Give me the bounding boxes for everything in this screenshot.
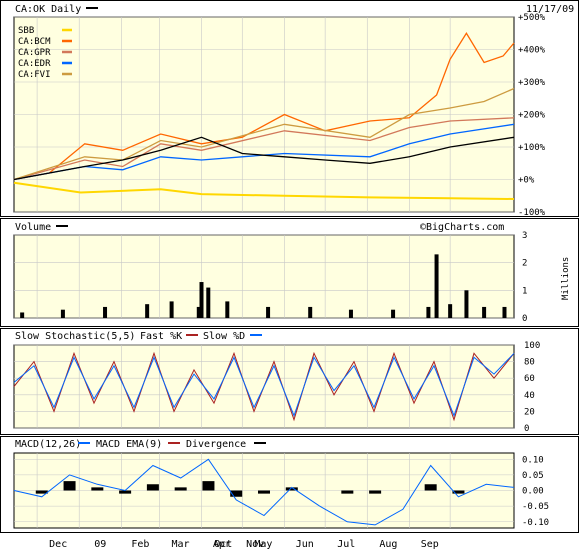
volume-bar: [20, 312, 24, 318]
legend-label: MACD EMA(9): [96, 439, 162, 450]
y-tick-label: +300%: [518, 78, 546, 88]
macd-title: MACD(12,26): [15, 439, 81, 450]
x-tick-label: Jun: [296, 539, 314, 550]
y-tick-label: 1: [522, 286, 527, 296]
y-tick-label: +0%: [518, 176, 535, 186]
divergence-bar: [341, 491, 353, 494]
x-tick-label: Oct: [214, 539, 232, 550]
volume-bar: [426, 307, 430, 318]
volume-bar: [206, 288, 210, 318]
y-tick-label: 2: [522, 259, 527, 269]
panel-plot-area: [14, 235, 514, 318]
y-tick-label: 0.00: [522, 487, 544, 497]
y-tick-label: 20: [524, 407, 535, 417]
y-tick-label: +400%: [518, 46, 546, 56]
y-tick-label: 100: [524, 341, 540, 351]
y-tick-label: 60: [524, 374, 535, 384]
x-tick-label: Mar: [171, 539, 189, 550]
y-tick-label: 0: [524, 424, 529, 434]
divergence-bar: [425, 484, 437, 490]
x-tick-label: 09: [94, 539, 106, 550]
divergence-bar: [258, 491, 270, 494]
divergence-bar: [147, 484, 159, 490]
volume-bar: [145, 304, 149, 318]
y-tick-label: 0.10: [522, 455, 544, 465]
volume-bar: [448, 304, 452, 318]
legend-label: SBB: [18, 26, 34, 36]
volume-bar: [61, 310, 65, 318]
y-tick-label: -0.05: [522, 502, 549, 512]
volume-bar: [200, 282, 204, 318]
volume-bar: [482, 307, 486, 318]
y-tick-label: 0.05: [522, 471, 544, 481]
divergence-bar: [175, 487, 187, 490]
legend-label: Divergence: [186, 439, 246, 450]
legend-label: CA:GPR: [18, 48, 51, 58]
volume-bar: [225, 301, 229, 318]
volume-bar: [502, 307, 506, 318]
y-tick-label: -100%: [518, 208, 546, 218]
divergence-bar: [64, 481, 76, 490]
chart-title: CA:OK Daily: [15, 4, 81, 15]
y-tick-label: 0: [522, 314, 527, 324]
y-tick-label: 3: [522, 231, 527, 241]
legend-label: CA:FVI: [18, 70, 51, 80]
volume-bar: [266, 307, 270, 318]
divergence-bar: [91, 487, 103, 490]
x-tick-label: Sep: [421, 539, 439, 550]
stochastic-title: Slow Stochastic(5,5): [15, 331, 135, 342]
divergence-bar: [369, 491, 381, 494]
x-tick-label: Feb: [131, 539, 149, 550]
y-tick-label: 80: [524, 358, 535, 368]
volume-axis-label: Millions: [561, 257, 571, 300]
volume-bar: [170, 301, 174, 318]
legend-label: CA:BCM: [18, 37, 51, 47]
y-tick-label: +100%: [518, 143, 546, 153]
x-tick-label: Jul: [337, 539, 355, 550]
y-tick-label: -0.10: [522, 518, 549, 528]
x-tick-label: Dec: [49, 539, 67, 550]
y-tick-label: 40: [524, 391, 535, 401]
volume-bar: [103, 307, 107, 318]
y-tick-label: +200%: [518, 111, 546, 121]
legend-label: Slow %D: [203, 331, 245, 342]
volume-bar: [308, 307, 312, 318]
x-tick-label: Aug: [379, 539, 397, 550]
volume-title: Volume: [15, 222, 51, 233]
volume-bar: [391, 310, 395, 318]
volume-bar: [349, 310, 353, 318]
legend-label: Fast %K: [140, 331, 182, 342]
legend-label: CA:EDR: [18, 59, 51, 69]
volume-bar: [464, 290, 468, 318]
divergence-bar: [202, 481, 214, 490]
chart-date: 11/17/09: [526, 4, 574, 15]
volume-bar: [435, 254, 439, 318]
x-tick-label: Nov: [246, 539, 264, 550]
watermark: ©BigCharts.com: [420, 222, 504, 233]
